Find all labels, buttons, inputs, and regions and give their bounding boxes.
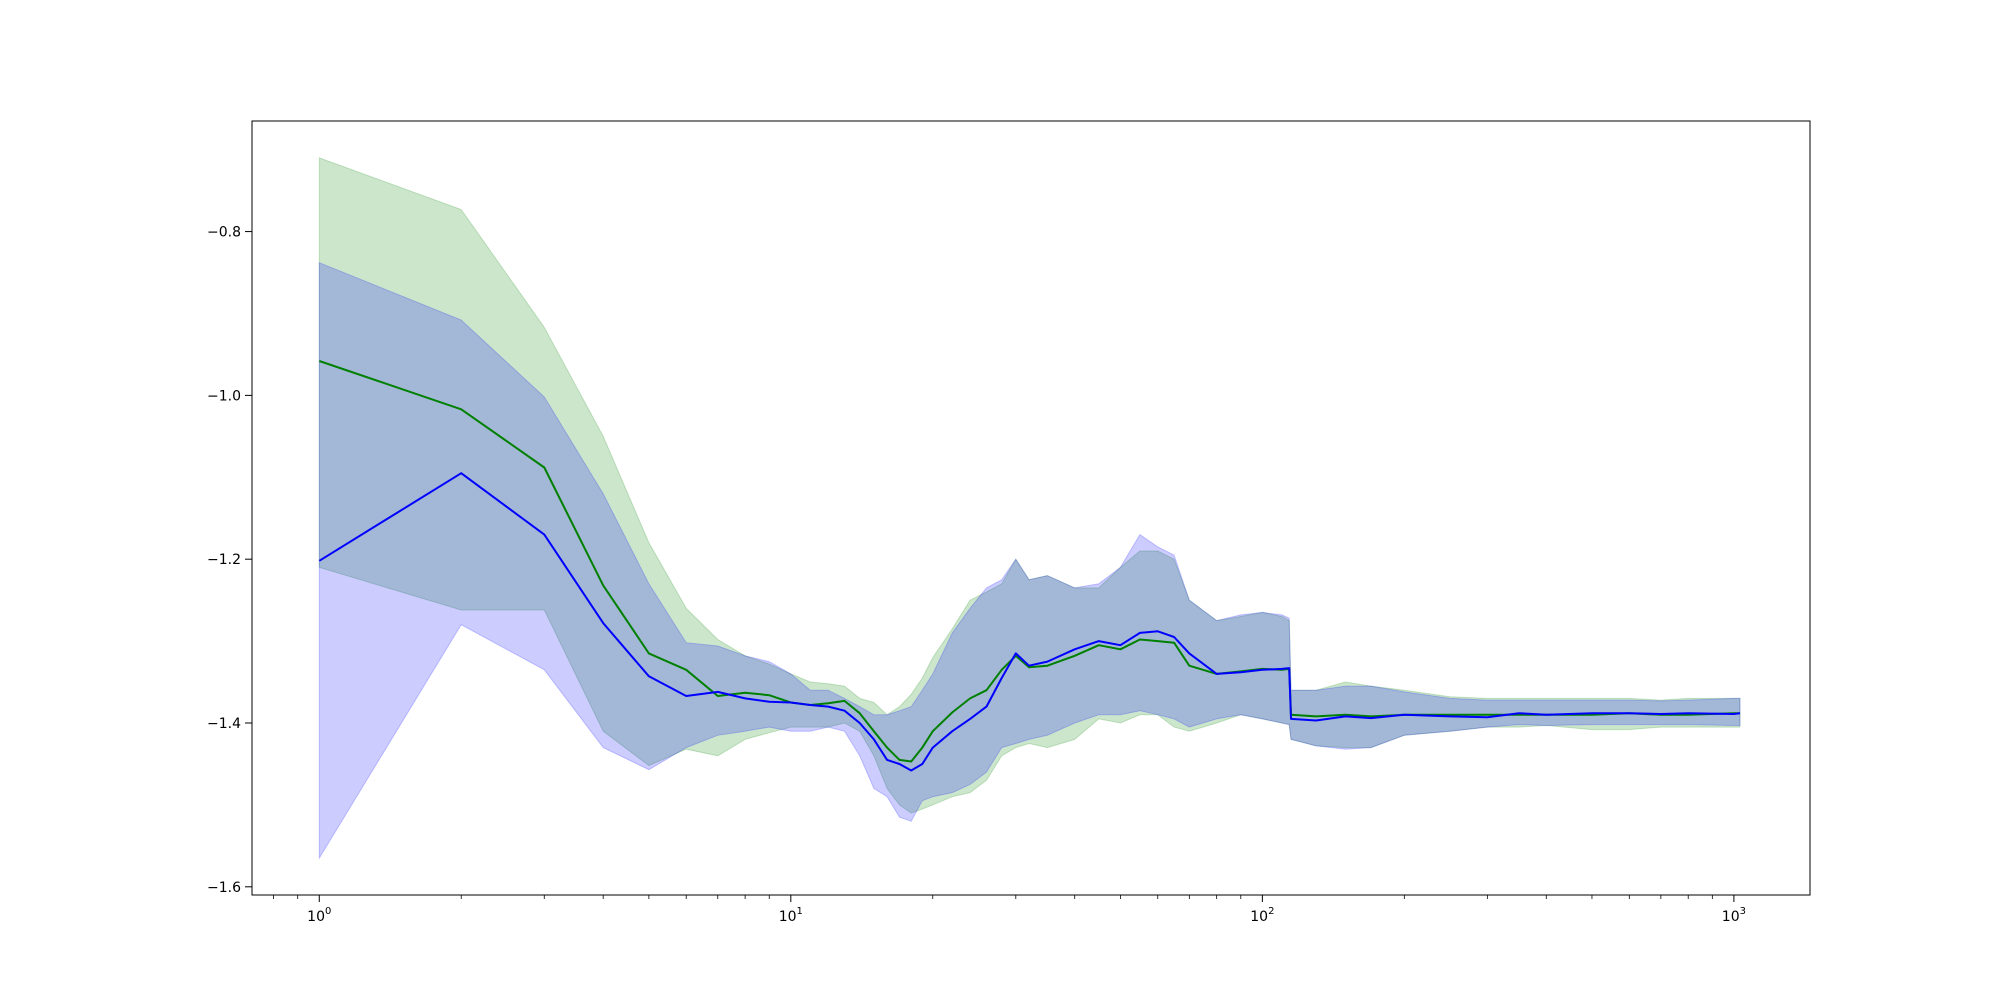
series-1-band: [318, 261, 1741, 860]
x-tick-label: 102: [1250, 906, 1274, 925]
confidence-bands: [318, 157, 1741, 860]
y-tick-label: −1.0: [207, 388, 241, 404]
x-tick-label: 101: [779, 906, 803, 925]
x-tick-label: 103: [1722, 906, 1746, 925]
series-0-band: [318, 157, 1741, 814]
y-tick-label: −0.8: [207, 225, 241, 241]
series-1-line: [318, 472, 1741, 772]
x-tick-label: 100: [307, 906, 331, 925]
series-lines: [318, 360, 1741, 772]
series-0-line: [318, 360, 1740, 763]
x-axis: 100 101 102 103: [273, 895, 1746, 925]
y-tick-label: −1.6: [207, 880, 241, 896]
y-tick-label: −1.4: [207, 716, 241, 732]
y-tick-label: −1.2: [207, 552, 241, 568]
plot-frame: [251, 120, 1811, 896]
y-axis: −0.8 −1.0 −1.2 −1.4 −1.6: [207, 225, 252, 896]
